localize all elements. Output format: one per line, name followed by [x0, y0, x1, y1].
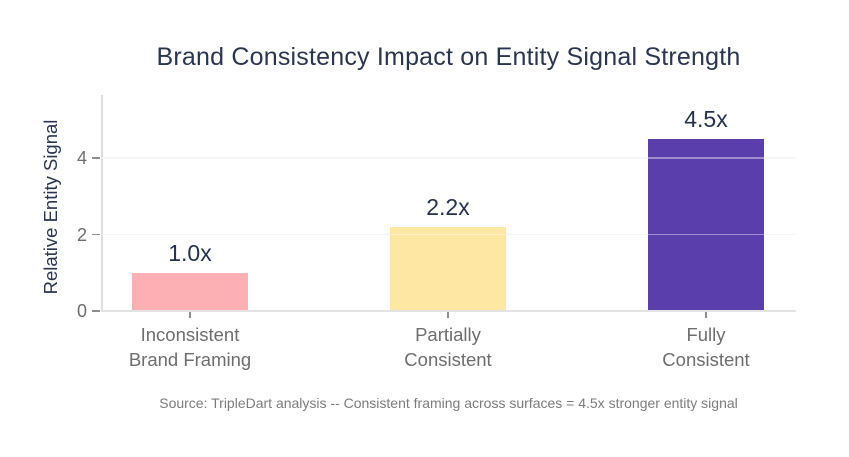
x-tick-label-line: Consistent [404, 348, 492, 370]
x-tick-mark [189, 312, 191, 318]
source-caption: Source: TripleDart analysis -- Consisten… [159, 395, 738, 411]
x-tick-mark [447, 312, 449, 318]
x-tick-label-line: Brand Framing [128, 348, 252, 370]
y-tick-mark [92, 157, 100, 159]
x-tick-mark [705, 312, 707, 318]
x-tick-label: Inconsistent Brand Framing [70, 323, 310, 372]
bar-1 [390, 226, 506, 311]
x-tick-label-line: Inconsistent [140, 324, 240, 345]
y-tick-label: 4 [76, 148, 87, 169]
bar-value-label: 4.5x [684, 105, 728, 132]
x-tick-label: Partially Consistent [328, 323, 568, 372]
gridline [102, 157, 796, 159]
plot-area: 0 2 4 1.0x Inconsistent Brand Framing 2.2x Part… [77, 95, 796, 370]
bar-value-label: 1.0x [168, 239, 212, 266]
x-tick-label-line: Fully [686, 324, 726, 345]
y-axis-line [101, 95, 103, 311]
y-tick-label: 0 [76, 301, 87, 321]
x-tick-label-line: Partially [415, 324, 481, 345]
gridline-overlay [102, 157, 796, 159]
bar-value-label: 2.2x [426, 193, 470, 220]
gridline-overlay [102, 233, 796, 236]
x-tick-label-line: Consistent [662, 348, 750, 370]
y-axis-label: Relative Entity Signal [40, 119, 61, 295]
y-tick-label: 2 [76, 224, 87, 245]
x-tick-label: Fully Consistent [586, 323, 826, 372]
y-tick-mark [92, 310, 100, 312]
bar-0 [132, 272, 248, 311]
bar-2 [648, 138, 764, 311]
x-axis-line [101, 310, 796, 312]
y-tick-mark [92, 233, 100, 236]
chart-title: Brand Consistency Impact on Entity Signa… [156, 43, 741, 71]
